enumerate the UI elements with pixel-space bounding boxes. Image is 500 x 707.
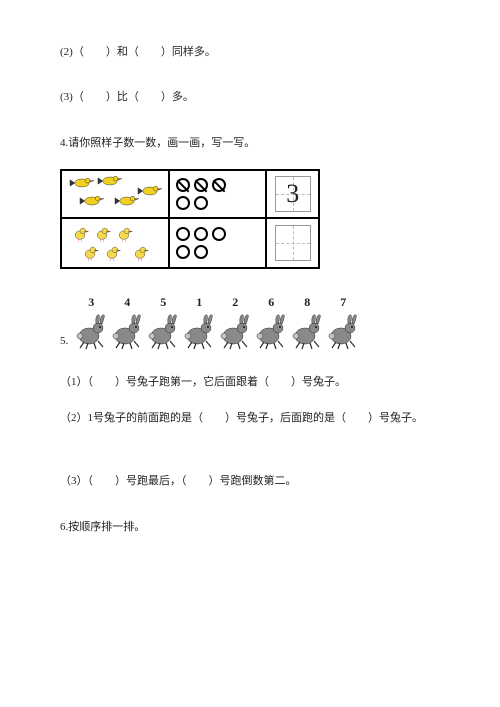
q2-line: (2)（ ）和（ ）同样多。 bbox=[60, 45, 440, 60]
q4-row1: 3 bbox=[62, 171, 318, 219]
circle-icon bbox=[194, 227, 208, 241]
rabbit-unit: 8 bbox=[290, 294, 324, 355]
circle-icon bbox=[176, 196, 190, 210]
open-circles-r1 bbox=[176, 196, 208, 210]
rabbit-icon bbox=[290, 312, 324, 355]
rabbits-row: 3 4 5 1 2 bbox=[74, 294, 360, 355]
q5-sub1: （1）（ ）号兔子跑第一，它后面跟着（ ）号兔子。 bbox=[60, 375, 440, 390]
crossed-circle-icon bbox=[212, 178, 226, 192]
rabbit-number: 1 bbox=[196, 294, 202, 311]
chicks-cell bbox=[62, 219, 170, 267]
q4-row2 bbox=[62, 219, 318, 267]
rabbit-icon bbox=[218, 312, 252, 355]
rabbit-number: 4 bbox=[124, 294, 130, 311]
number-cell-blank bbox=[267, 219, 318, 267]
rabbit-unit: 7 bbox=[326, 294, 360, 355]
rabbit-number: 7 bbox=[340, 294, 346, 311]
q5-sub3: （3）（ ）号跑最后，（ ）号跑倒数第二。 bbox=[60, 474, 440, 489]
q5-wrap: 5. 3 4 5 1 2 bbox=[60, 294, 440, 355]
q3-line: (3)（ ）比（ ）多。 bbox=[60, 90, 440, 105]
number-3: 3 bbox=[286, 176, 299, 212]
rabbit-icon bbox=[326, 312, 360, 355]
tianzige: 3 bbox=[275, 176, 311, 212]
rabbit-icon bbox=[254, 312, 288, 355]
q5-label: 5. bbox=[60, 334, 68, 349]
open-circles-r2b bbox=[176, 245, 208, 259]
circles-row1 bbox=[170, 171, 267, 217]
rabbit-unit: 2 bbox=[218, 294, 252, 355]
rabbit-unit: 1 bbox=[182, 294, 216, 355]
crossed-circle-icon bbox=[194, 178, 208, 192]
rabbit-unit: 6 bbox=[254, 294, 288, 355]
rabbit-number: 3 bbox=[88, 294, 94, 311]
circles-row2 bbox=[170, 219, 267, 267]
tianzige-blank bbox=[275, 225, 311, 261]
rabbit-unit: 5 bbox=[146, 294, 180, 355]
circle-icon bbox=[194, 196, 208, 210]
rabbit-icon bbox=[110, 312, 144, 355]
rabbit-number: 2 bbox=[232, 294, 238, 311]
rabbit-number: 6 bbox=[268, 294, 274, 311]
crossed-circles bbox=[176, 178, 226, 192]
rabbit-number: 5 bbox=[160, 294, 166, 311]
rabbit-unit: 4 bbox=[110, 294, 144, 355]
open-circles-r2a bbox=[176, 227, 226, 241]
circle-icon bbox=[194, 245, 208, 259]
rabbit-number: 8 bbox=[304, 294, 310, 311]
rabbit-icon bbox=[74, 312, 108, 355]
q4-table: 3 bbox=[60, 169, 320, 269]
q6-text: 6.按顺序排一排。 bbox=[60, 520, 440, 535]
rabbit-icon bbox=[182, 312, 216, 355]
rabbit-icon bbox=[146, 312, 180, 355]
birds-cell bbox=[62, 171, 170, 217]
q4-text: 4.请你照样子数一数，画一画，写一写。 bbox=[60, 136, 440, 151]
rabbit-unit: 3 bbox=[74, 294, 108, 355]
circle-icon bbox=[176, 227, 190, 241]
circle-icon bbox=[212, 227, 226, 241]
circle-icon bbox=[176, 245, 190, 259]
crossed-circle-icon bbox=[176, 178, 190, 192]
number-cell-3: 3 bbox=[267, 171, 318, 217]
q5-sub2: （2）1号兔子的前面跑的是（ ）号兔子，后面跑的是（ ）号兔子。 bbox=[60, 411, 440, 426]
